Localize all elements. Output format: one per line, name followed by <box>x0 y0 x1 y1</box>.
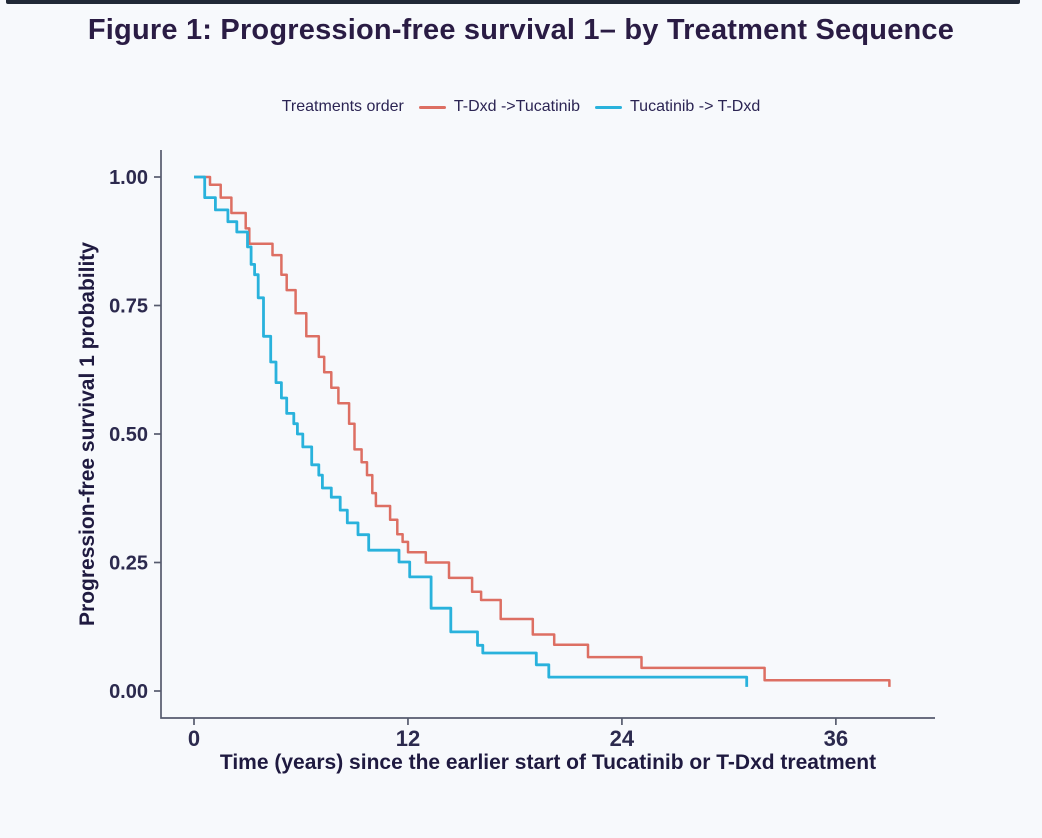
legend-title: Treatments order <box>281 98 404 115</box>
legend-item-label: Tucatinib -> T-Dxd <box>629 98 761 115</box>
legend-item-label: T-Dxd ->Tucatinib <box>453 98 580 115</box>
km-curve-2 <box>194 175 749 687</box>
x-tick-label: 36 <box>824 726 848 751</box>
legend-item-tdxd-then-tucatinib: T-Dxd ->Tucatinib <box>418 98 580 116</box>
x-axis-title: Time (years) since the earlier start of … <box>219 751 877 774</box>
y-tick-label: 0.25 <box>109 553 148 575</box>
legend-item-tucatinib-then-tdxd: Tucatinib -> T-Dxd <box>594 98 761 116</box>
x-tick-label: 24 <box>610 726 635 751</box>
y-tick-label: 0.50 <box>109 424 148 446</box>
chart-legend: Treatments order T-Dxd ->Tucatinib Tucat… <box>0 98 1042 116</box>
km-curve-1 <box>194 175 891 687</box>
axis-lines <box>160 150 935 719</box>
x-tick-label: 12 <box>396 726 420 751</box>
y-tick-label: 0.75 <box>109 296 148 318</box>
figure-title: Figure 1: Progression-free survival 1– b… <box>87 14 955 46</box>
y-tick-label: 0.00 <box>109 681 148 703</box>
legend-line-swatch-cyan <box>594 105 622 109</box>
y-tick-label: 1.00 <box>109 167 148 189</box>
x-tick-label: 0 <box>188 726 200 751</box>
window-top-edge <box>6 0 1020 4</box>
legend-line-swatch-red <box>418 105 446 109</box>
